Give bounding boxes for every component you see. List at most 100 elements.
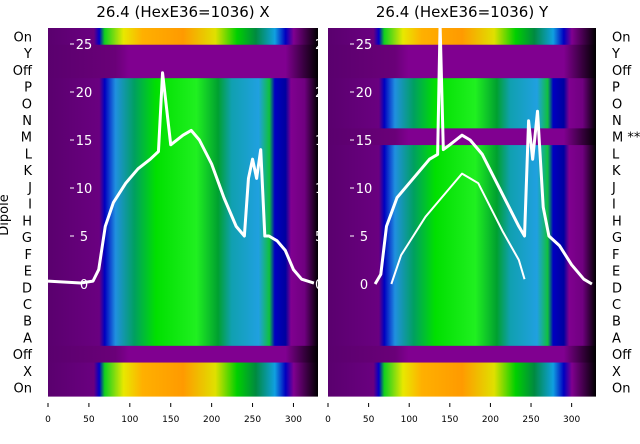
heatmap-row — [48, 379, 318, 397]
row-label: N — [22, 114, 32, 129]
heatmap-row — [328, 161, 596, 180]
heatmap-row — [48, 245, 318, 263]
row-label: B — [612, 315, 621, 330]
inner-y-tick-label-right: 10 — [315, 182, 332, 197]
row-label: On — [14, 382, 32, 397]
x-tick-label: 150 — [441, 415, 458, 425]
inner-y-tick-label: 0 — [360, 278, 368, 293]
heatmap-row — [328, 245, 596, 263]
heatmap-row — [48, 345, 318, 364]
y-axis-label: Dipole — [0, 194, 12, 235]
heatmap-row — [48, 362, 318, 380]
inner-y-tick-label: 0 — [80, 278, 88, 293]
inner-y-tick-label: 20 — [356, 86, 373, 101]
x-tick-label: 100 — [401, 415, 418, 425]
heatmap-row — [48, 329, 318, 347]
heatmap-row — [48, 195, 318, 213]
row-label: H — [612, 214, 622, 229]
heatmap-row — [328, 195, 596, 213]
row-label: K — [612, 164, 621, 179]
heatmap-row — [328, 228, 596, 247]
row-label: P — [24, 81, 32, 96]
row-label: K — [23, 164, 32, 179]
heatmap-row — [48, 178, 318, 196]
heatmap-row — [328, 345, 596, 364]
heatmap-row — [328, 312, 596, 330]
x-tick-label: 150 — [162, 415, 179, 425]
heatmap-row — [328, 28, 596, 46]
heatmap-row — [48, 111, 318, 129]
panel-y: 26.4 (HexE36=1036) Y On Y Off PON M **LKJIHGF… — [325, 3, 640, 425]
inner-y-tick-label: 20 — [76, 86, 93, 101]
row-label: Off — [612, 64, 632, 79]
heatmap-row — [328, 111, 596, 129]
row-label: Y — [611, 47, 620, 62]
inner-y-tick-label: 15 — [76, 134, 93, 149]
row-label: B — [23, 315, 32, 330]
inner-y-tick-label: 15 — [356, 134, 373, 149]
x-tick-label: 50 — [83, 415, 95, 425]
inner-y-tick-label: 25 — [356, 38, 373, 53]
inner-y-tick-label: 25 — [76, 38, 93, 53]
inner-y-tick-label: 10 — [356, 182, 373, 197]
heatmap-row — [48, 28, 318, 46]
inner-y-tick-label-right: 20 — [315, 86, 332, 101]
heatmap-row — [48, 212, 318, 230]
row-label: D — [612, 281, 622, 296]
row-label: J — [611, 181, 616, 196]
row-label: D — [22, 281, 32, 296]
row-label: M ** — [612, 131, 640, 146]
heatmap-row — [328, 379, 596, 397]
chart-title: 26.4 (HexE36=1036) X — [96, 3, 269, 21]
series-line-lower-profile — [390, 172, 526, 285]
series-line-profile — [47, 71, 315, 285]
inner-y-tick-label-right: 5 — [315, 230, 323, 245]
heatmap-row — [48, 78, 318, 96]
row-label: A — [612, 331, 621, 346]
heatmap-row — [48, 295, 318, 313]
row-label: O — [22, 97, 32, 112]
heatmap-row — [48, 94, 318, 113]
x-tick-label: 0 — [325, 415, 331, 425]
x-tick-label: 300 — [563, 415, 580, 425]
row-label: N — [612, 114, 622, 129]
row-label: C — [612, 298, 621, 313]
row-label: Y — [23, 47, 32, 62]
row-label: Off — [612, 348, 632, 363]
inner-y-tick-label-right: 0 — [315, 278, 323, 293]
row-label: E — [24, 265, 32, 280]
x-tick-label: 200 — [203, 415, 220, 425]
chart-title: 26.4 (HexE36=1036) Y — [376, 3, 549, 21]
series-line-profile — [373, 23, 593, 286]
row-label: I — [28, 198, 32, 213]
row-label: J — [27, 181, 32, 196]
inner-y-tick-label: 5 — [80, 230, 88, 245]
heatmap-row — [328, 278, 596, 297]
row-label: C — [23, 298, 32, 313]
heatmap-row — [48, 61, 318, 79]
x-tick-label: 100 — [121, 415, 138, 425]
row-label: L — [612, 147, 620, 162]
inner-y-tick-label: 10 — [76, 182, 93, 197]
heatmap-row — [48, 262, 318, 280]
inner-y-tick-label: 5 — [360, 230, 368, 245]
row-label: F — [25, 248, 32, 263]
row-label: M — [21, 131, 32, 146]
heatmap-row — [328, 94, 596, 113]
row-label: I — [612, 198, 616, 213]
x-tick-label: 300 — [285, 415, 302, 425]
row-label: A — [23, 331, 32, 346]
x-tick-label: 250 — [244, 415, 261, 425]
heatmap-row — [328, 295, 596, 313]
heatmap-row — [328, 44, 596, 63]
inner-y-tick-label-right: 25 — [315, 38, 332, 53]
row-label: F — [612, 248, 619, 263]
heatmap-row — [328, 212, 596, 230]
panel-x: 26.4 (HexE36=1036) X On Y Off PONMLKJIHGFEDC… — [13, 3, 332, 425]
heatmap-row — [328, 362, 596, 380]
heatmap-row — [328, 61, 596, 79]
row-label: On — [14, 30, 32, 45]
x-tick-label: 0 — [45, 415, 51, 425]
